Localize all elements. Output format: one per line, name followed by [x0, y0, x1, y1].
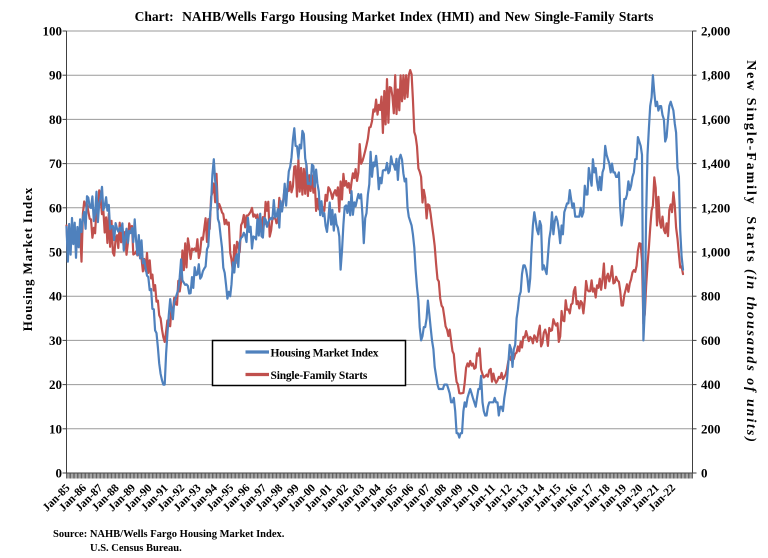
svg-text:50: 50 — [49, 245, 62, 260]
svg-text:1,800: 1,800 — [701, 68, 730, 83]
svg-text:70: 70 — [49, 156, 62, 171]
svg-text:600: 600 — [701, 333, 721, 348]
svg-text:0: 0 — [701, 466, 708, 481]
svg-text:0: 0 — [56, 466, 63, 481]
svg-text:Housing Market Index: Housing Market Index — [271, 348, 379, 360]
svg-text:200: 200 — [701, 421, 721, 436]
svg-text:30: 30 — [49, 333, 62, 348]
svg-text:1,200: 1,200 — [701, 200, 730, 215]
svg-text:Chart: NAHB/Wells Fargo Housi: Chart: NAHB/Wells Fargo Housing Market I… — [135, 9, 654, 24]
svg-text:20: 20 — [49, 377, 62, 392]
svg-text:U.S. Census Bureau.: U.S. Census Bureau. — [90, 543, 182, 554]
svg-text:60: 60 — [49, 200, 62, 215]
svg-text:80: 80 — [49, 112, 62, 127]
svg-text:100: 100 — [43, 24, 63, 39]
svg-text:Housing Market Index: Housing Market Index — [20, 187, 35, 331]
svg-text:800: 800 — [701, 289, 721, 304]
svg-text:40: 40 — [49, 289, 62, 304]
svg-text:90: 90 — [49, 68, 62, 83]
svg-text:400: 400 — [701, 377, 721, 392]
svg-text:New Single-Family Starts (in: New Single-Family Starts (in thousands o… — [743, 60, 758, 444]
svg-text:10: 10 — [49, 421, 62, 436]
svg-text:Single-Family Starts: Single-Family Starts — [271, 370, 368, 382]
svg-text:1,000: 1,000 — [701, 245, 730, 260]
svg-text:1,400: 1,400 — [701, 156, 730, 171]
svg-text:Source: NAHB/Wells Fargo Housi: Source: NAHB/Wells Fargo Housing Market … — [53, 529, 285, 540]
svg-text:2,000: 2,000 — [701, 24, 730, 39]
svg-text:1,600: 1,600 — [701, 112, 730, 127]
